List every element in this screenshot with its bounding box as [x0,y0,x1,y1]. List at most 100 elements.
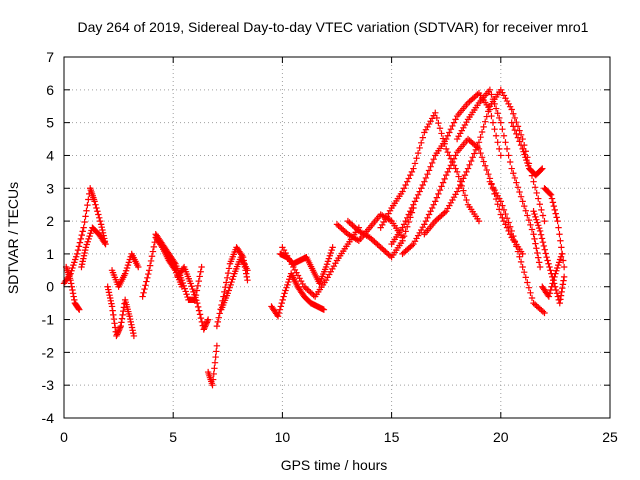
data-point [427,163,434,170]
data-point [210,370,217,378]
data-point [560,277,567,284]
x-tick-label: 20 [493,429,509,445]
data-point [435,190,442,198]
data-point [322,263,330,271]
data-point [279,296,286,304]
data-point [200,326,207,333]
data-point [83,207,90,214]
data-point [545,293,553,300]
data-point [197,314,205,322]
data-point [502,210,509,218]
data-point [435,119,442,127]
data-point [399,237,406,244]
data-point [500,217,508,225]
data-point [560,263,568,271]
data-point [531,235,538,243]
data-point [471,150,478,157]
data-point [430,201,437,208]
data-point [550,276,557,284]
data-point [494,139,501,146]
data-point [113,331,121,338]
data-point [86,232,93,240]
y-tick-label: -1 [42,312,55,328]
data-point [542,250,549,257]
data-point [209,376,217,383]
data-point [182,288,189,295]
data-point [519,198,526,205]
data-point [503,215,511,222]
data-point [531,184,539,191]
data-point [551,206,558,214]
data-point [531,210,538,218]
data-point [69,286,76,294]
data-point [496,145,503,153]
data-point [543,253,550,261]
data-point [500,206,508,214]
data-point [514,134,522,141]
data-point [513,243,520,250]
data-point [552,210,559,217]
series-trace-m [277,244,336,287]
series-trace-w [508,119,546,179]
data-point [510,110,517,117]
data-point [84,201,91,209]
data-point [475,139,483,146]
data-point [126,313,133,320]
data-point [79,228,86,235]
data-point [79,258,86,265]
data-point [204,317,211,325]
data-point [141,285,148,293]
data-point [278,299,285,307]
series-trace-p [344,204,417,261]
data-point [536,263,544,271]
data-point [436,186,444,194]
data-point [399,188,406,195]
data-point [125,259,133,266]
data-point [478,128,486,136]
data-point [227,281,234,289]
data-point [93,204,100,212]
data-point [541,246,548,253]
data-point [556,256,564,263]
series-trace-b [62,263,83,313]
data-point [535,195,542,202]
series-trace-z [539,250,566,300]
data-point [520,148,527,155]
data-point [482,162,489,169]
data-point [101,239,108,246]
data-point [525,216,533,224]
data-point [505,219,512,226]
data-point [475,217,483,225]
data-point [428,159,436,167]
data-point [419,134,426,141]
y-tick-label: 2 [46,213,54,229]
series-trace-x [530,208,568,307]
data-point [558,244,565,251]
data-point [449,158,456,166]
data-point [513,179,520,186]
data-point [413,155,420,162]
data-point [539,238,547,246]
data-point [74,246,82,254]
data-point [183,291,190,298]
data-point [443,145,450,153]
data-point [72,256,79,263]
series-trace-d [104,283,138,340]
data-point [411,160,419,167]
data-point [555,224,562,231]
data-point [203,320,210,327]
data-point [78,261,86,268]
data-point [201,324,208,332]
data-point [537,231,545,238]
data-point [404,214,411,222]
data-point [491,126,498,133]
data-point [486,86,494,94]
data-point [551,273,558,281]
data-point [453,168,461,176]
data-point [432,198,439,205]
data-point [554,217,561,225]
y-tick-label: 5 [46,115,54,131]
data-point [283,284,290,291]
data-point [510,232,517,240]
